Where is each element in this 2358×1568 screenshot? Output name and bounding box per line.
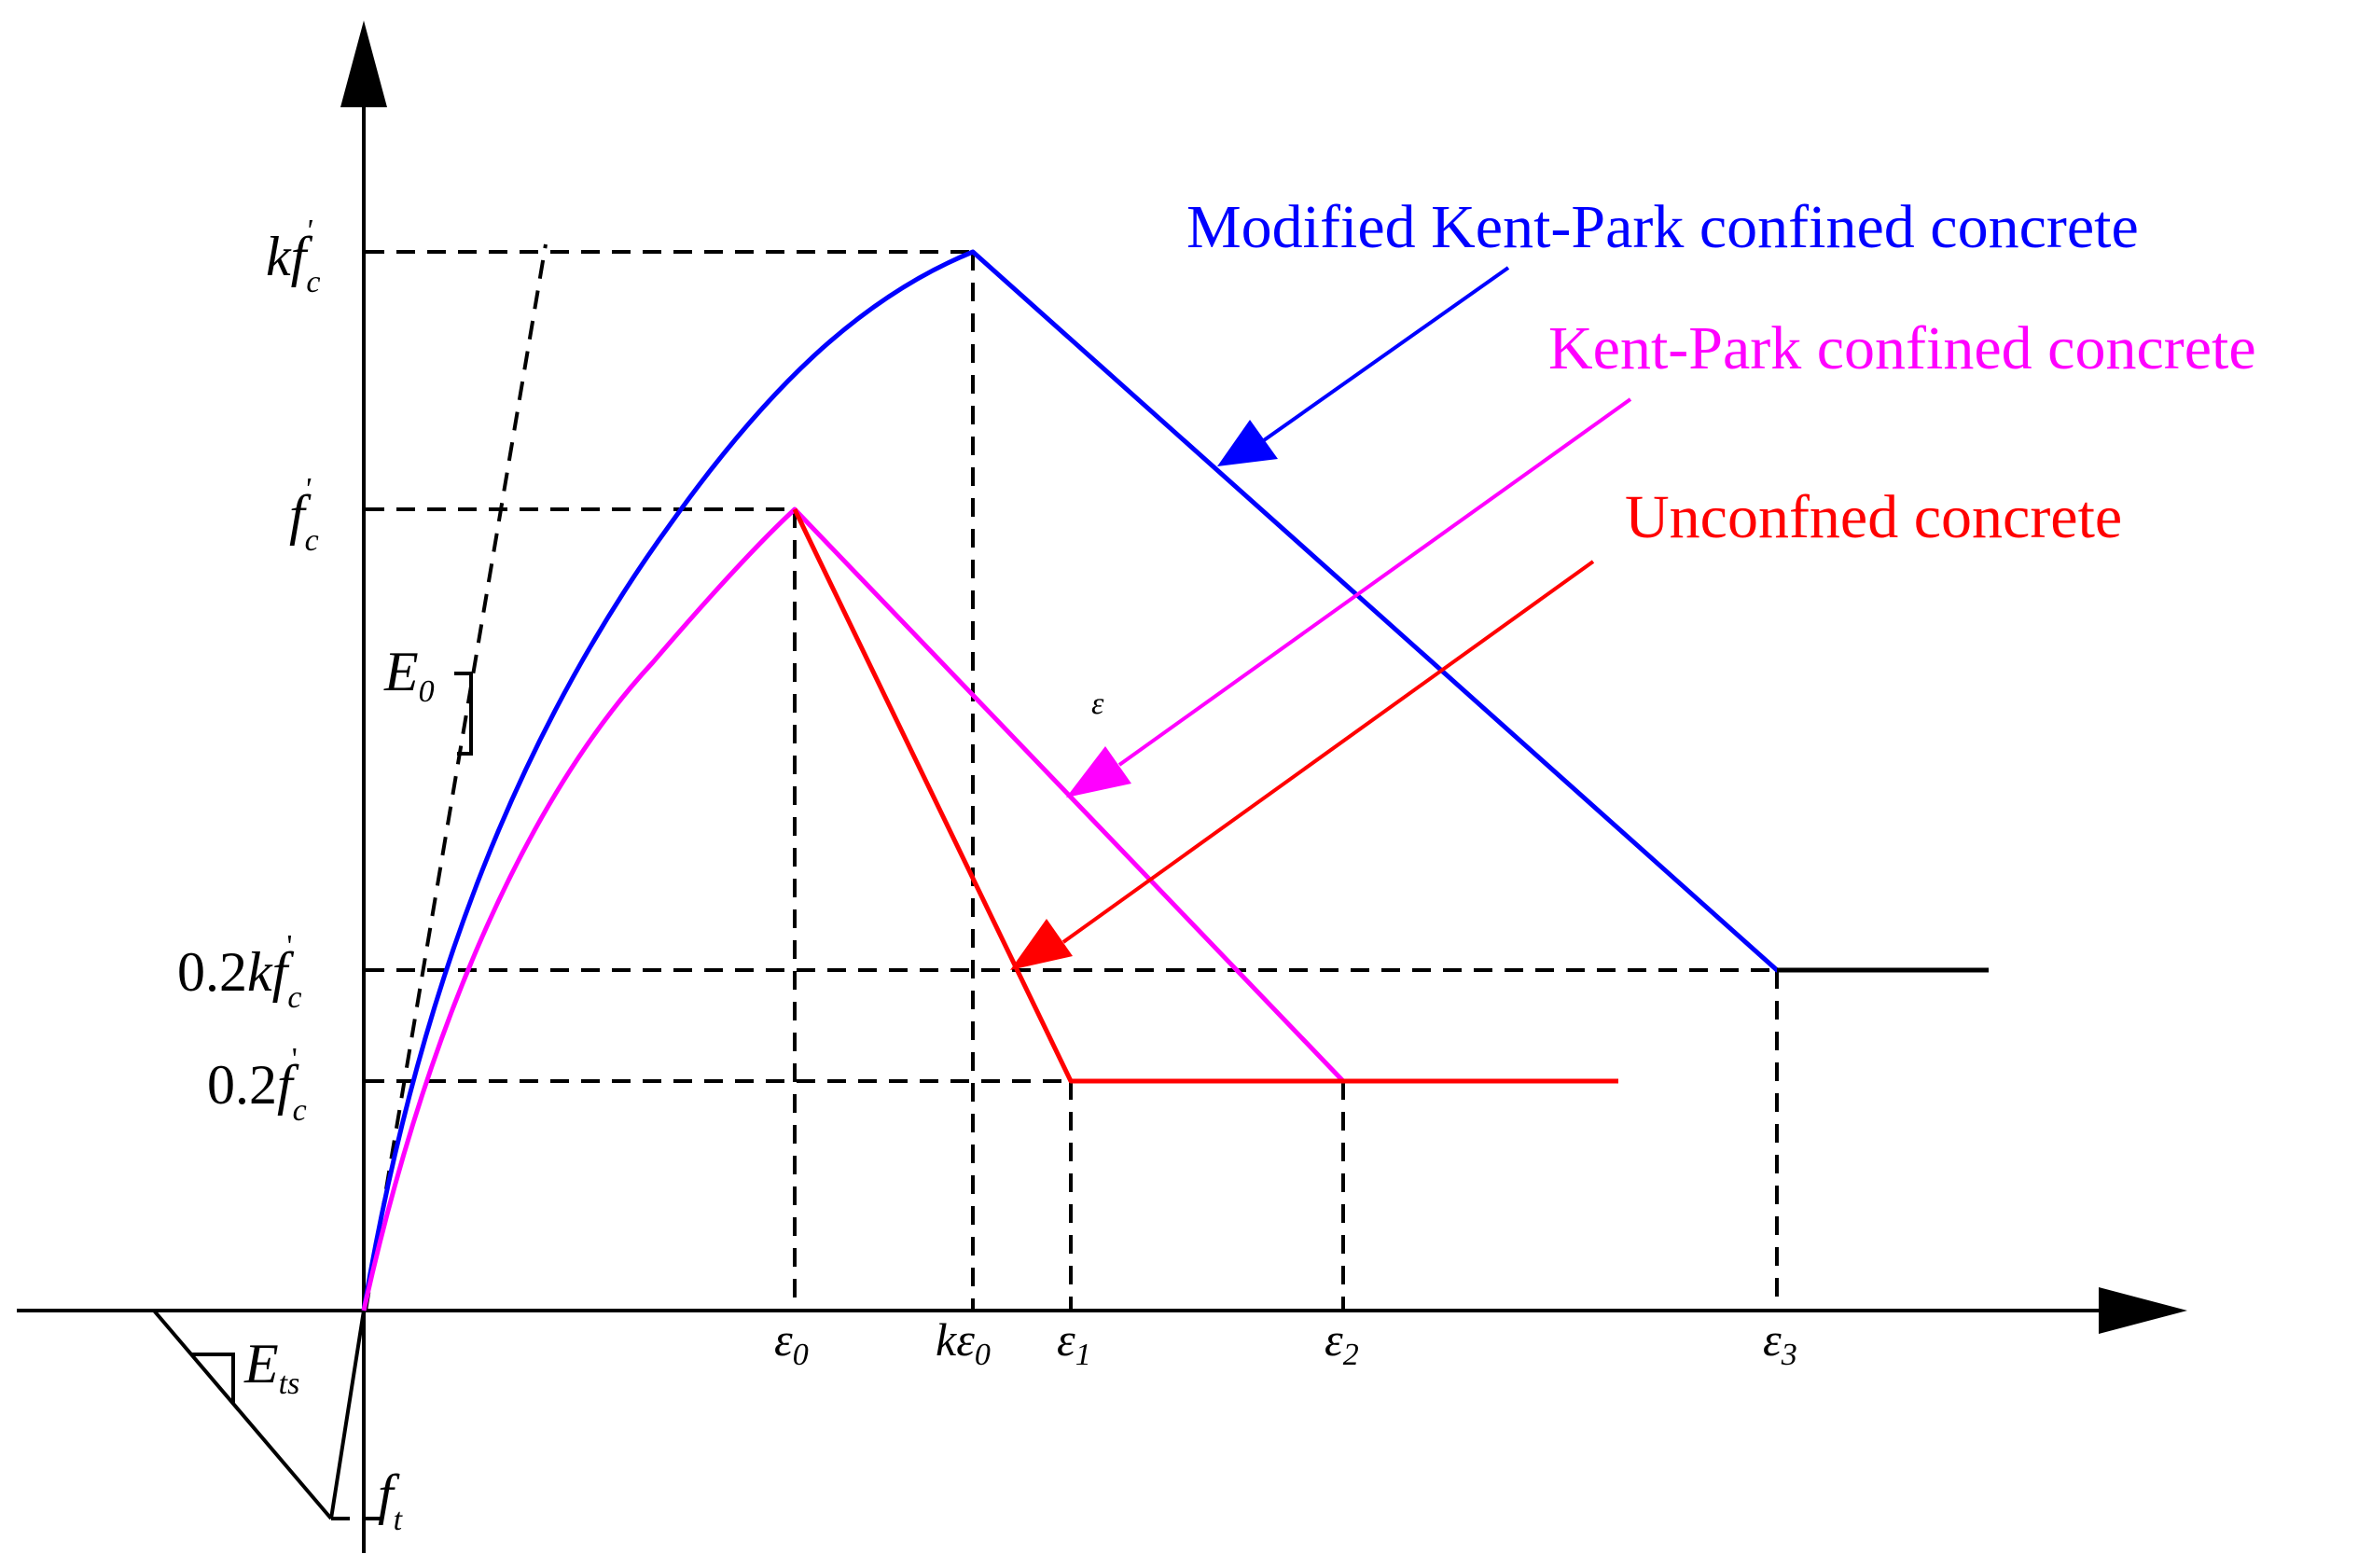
modified-kent-park-curve [361,249,1987,1311]
x-label-e1: ε1 [1057,1313,1091,1372]
y-label-fc: fc' [289,472,319,558]
y-label-kfc: kfc' [266,214,320,299]
legend-unconfined: Unconfned concrete [1625,483,2122,551]
y-label-02kfc: 0.2kfc' [177,929,301,1015]
x-axis-arrowhead [2099,1287,2187,1334]
modified-kent-park-pointer [1262,266,1510,442]
annotation-ets: Ets [243,1333,299,1401]
legend-modified-kent-park: Modified Kent-Park confined concrete [1186,193,2139,261]
legend-arrows [1010,266,1632,970]
kent-park-pointer [1117,397,1632,767]
legend: Modified Kent-Park confined concrete Ken… [1186,193,2256,551]
y-axis-labels: kfc' fc' 0.2kfc' 0.2fc' ft [177,214,404,1537]
e0-slope-triangle [454,672,473,756]
x-label-e2: ε2 [1325,1313,1359,1372]
guide-lines [331,243,1779,1520]
kent-park-curve [361,506,1345,1311]
tension-rise [329,1310,366,1519]
tension-softening [152,1309,333,1520]
x-label-e3: ε3 [1763,1313,1797,1372]
y-axis-arrowhead [340,21,387,107]
annotations: E0 Ets ε [243,641,1104,1401]
unconfined-curve [792,507,1618,1084]
guide-initial-modulus [364,243,548,1311]
y-label-ft: ft [378,1464,404,1537]
modified-kent-park-arrowhead [1217,420,1278,466]
unconfined-arrowhead [1010,919,1073,970]
legend-kent-park: Kent-Park confined concrete [1548,314,2256,382]
tension-branch [152,672,473,1520]
y-label-02fc: 0.2fc' [207,1042,307,1128]
curves [361,249,1987,1311]
annotation-epsilon: ε [1091,687,1104,721]
x-axis-labels: ε0 kε0 ε1 ε2 ε3 [774,1313,1797,1372]
annotation-e0: E0 [383,641,435,709]
unconfined-pointer [1061,560,1595,944]
x-label-e0: ε0 [774,1313,809,1372]
ets-slope-triangle [191,1353,235,1404]
x-label-ke0: kε0 [936,1313,991,1372]
kent-park-arrowhead [1066,746,1131,798]
